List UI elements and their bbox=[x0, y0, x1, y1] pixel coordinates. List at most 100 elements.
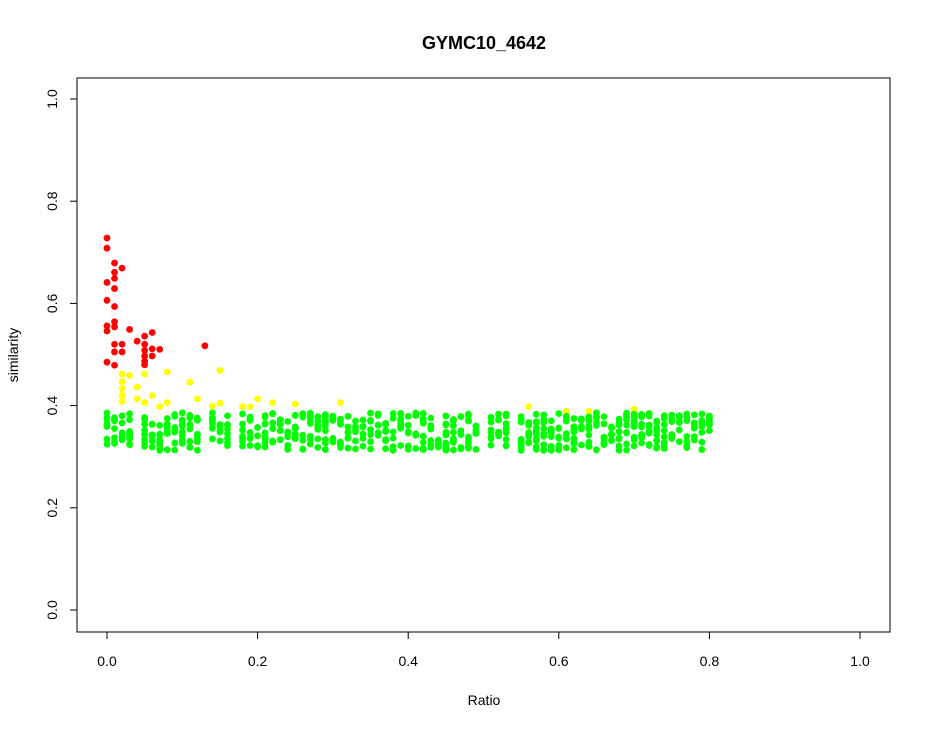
mid-point bbox=[291, 400, 299, 408]
high-point bbox=[111, 318, 118, 326]
low-point bbox=[653, 436, 661, 444]
low-point bbox=[306, 440, 314, 448]
low-point bbox=[653, 427, 661, 435]
low-point bbox=[547, 417, 555, 425]
high-point bbox=[118, 340, 126, 348]
low-point bbox=[706, 427, 713, 435]
low-point bbox=[276, 436, 284, 444]
low-point bbox=[404, 412, 412, 420]
low-point bbox=[457, 444, 465, 451]
low-point bbox=[118, 412, 126, 420]
low-point bbox=[321, 439, 329, 447]
low-point bbox=[148, 443, 156, 451]
low-point bbox=[239, 420, 246, 428]
low-point bbox=[517, 439, 525, 446]
low-point bbox=[472, 426, 480, 434]
low-point bbox=[653, 443, 661, 451]
low-point bbox=[359, 423, 367, 431]
low-point bbox=[126, 416, 133, 423]
low-point bbox=[419, 415, 427, 423]
low-point bbox=[141, 415, 149, 422]
low-point bbox=[706, 413, 713, 421]
low-point bbox=[344, 412, 352, 420]
low-point bbox=[562, 435, 570, 443]
mid-point bbox=[126, 372, 133, 379]
low-point bbox=[329, 414, 337, 422]
low-point bbox=[344, 444, 352, 452]
low-point bbox=[419, 438, 427, 446]
x-axis: 0.0 0.2 0.4 0.6 0.8 1.0 bbox=[97, 631, 870, 669]
high-point bbox=[103, 358, 111, 366]
x-tick-label: 0.2 bbox=[248, 653, 268, 669]
low-point bbox=[239, 410, 246, 418]
mid-point bbox=[156, 403, 164, 411]
low-point bbox=[668, 415, 676, 423]
low-point bbox=[698, 429, 706, 436]
low-point bbox=[570, 415, 578, 422]
low-point bbox=[224, 435, 231, 442]
low-point bbox=[359, 416, 367, 424]
high-point bbox=[141, 352, 149, 360]
low-point bbox=[698, 417, 706, 424]
low-point bbox=[517, 413, 525, 421]
low-point bbox=[495, 416, 502, 423]
low-point bbox=[427, 422, 435, 429]
high-point bbox=[141, 340, 149, 348]
low-point bbox=[389, 434, 397, 442]
low-point bbox=[577, 441, 585, 449]
low-point bbox=[547, 446, 555, 454]
low-point bbox=[412, 430, 420, 438]
low-point bbox=[638, 439, 646, 447]
low-point bbox=[239, 434, 246, 442]
high-point bbox=[148, 329, 156, 336]
high-point bbox=[148, 345, 156, 353]
low-point bbox=[261, 443, 269, 451]
low-point bbox=[156, 431, 164, 439]
low-point bbox=[532, 437, 540, 445]
low-point bbox=[487, 435, 495, 443]
low-point bbox=[193, 438, 201, 446]
low-point bbox=[585, 431, 593, 439]
low-point bbox=[178, 417, 186, 424]
low-point bbox=[284, 433, 292, 441]
low-point bbox=[487, 414, 495, 422]
low-point bbox=[540, 432, 548, 440]
low-point bbox=[382, 420, 390, 427]
low-point bbox=[103, 435, 111, 443]
low-point bbox=[465, 410, 472, 418]
low-point bbox=[209, 424, 216, 432]
low-point bbox=[698, 438, 706, 446]
low-point bbox=[216, 437, 224, 445]
low-point bbox=[239, 442, 246, 450]
mid-point bbox=[269, 399, 277, 406]
low-point bbox=[389, 428, 397, 436]
low-point bbox=[615, 428, 623, 436]
low-point bbox=[645, 412, 653, 420]
low-point bbox=[389, 414, 397, 422]
low-point bbox=[397, 410, 405, 417]
low-point bbox=[472, 445, 480, 453]
low-point bbox=[291, 435, 299, 443]
y-tick-label: 0.0 bbox=[44, 600, 60, 620]
low-point bbox=[638, 413, 646, 420]
low-point bbox=[570, 426, 578, 434]
x-tick-label: 0.4 bbox=[398, 653, 418, 669]
low-point bbox=[321, 446, 329, 454]
mid-point bbox=[337, 399, 344, 406]
low-point bbox=[502, 429, 510, 437]
low-point bbox=[412, 445, 420, 452]
low-point bbox=[547, 426, 555, 434]
low-point bbox=[156, 438, 164, 446]
low-point bbox=[449, 446, 457, 454]
high-point bbox=[141, 361, 149, 369]
low-point bbox=[321, 413, 329, 421]
low-point bbox=[374, 410, 382, 418]
low-point bbox=[148, 431, 156, 439]
low-point bbox=[193, 416, 201, 424]
low-point bbox=[645, 421, 653, 429]
low-point bbox=[675, 417, 683, 425]
low-point bbox=[653, 418, 661, 426]
low-point bbox=[487, 426, 495, 434]
low-point bbox=[186, 443, 194, 451]
